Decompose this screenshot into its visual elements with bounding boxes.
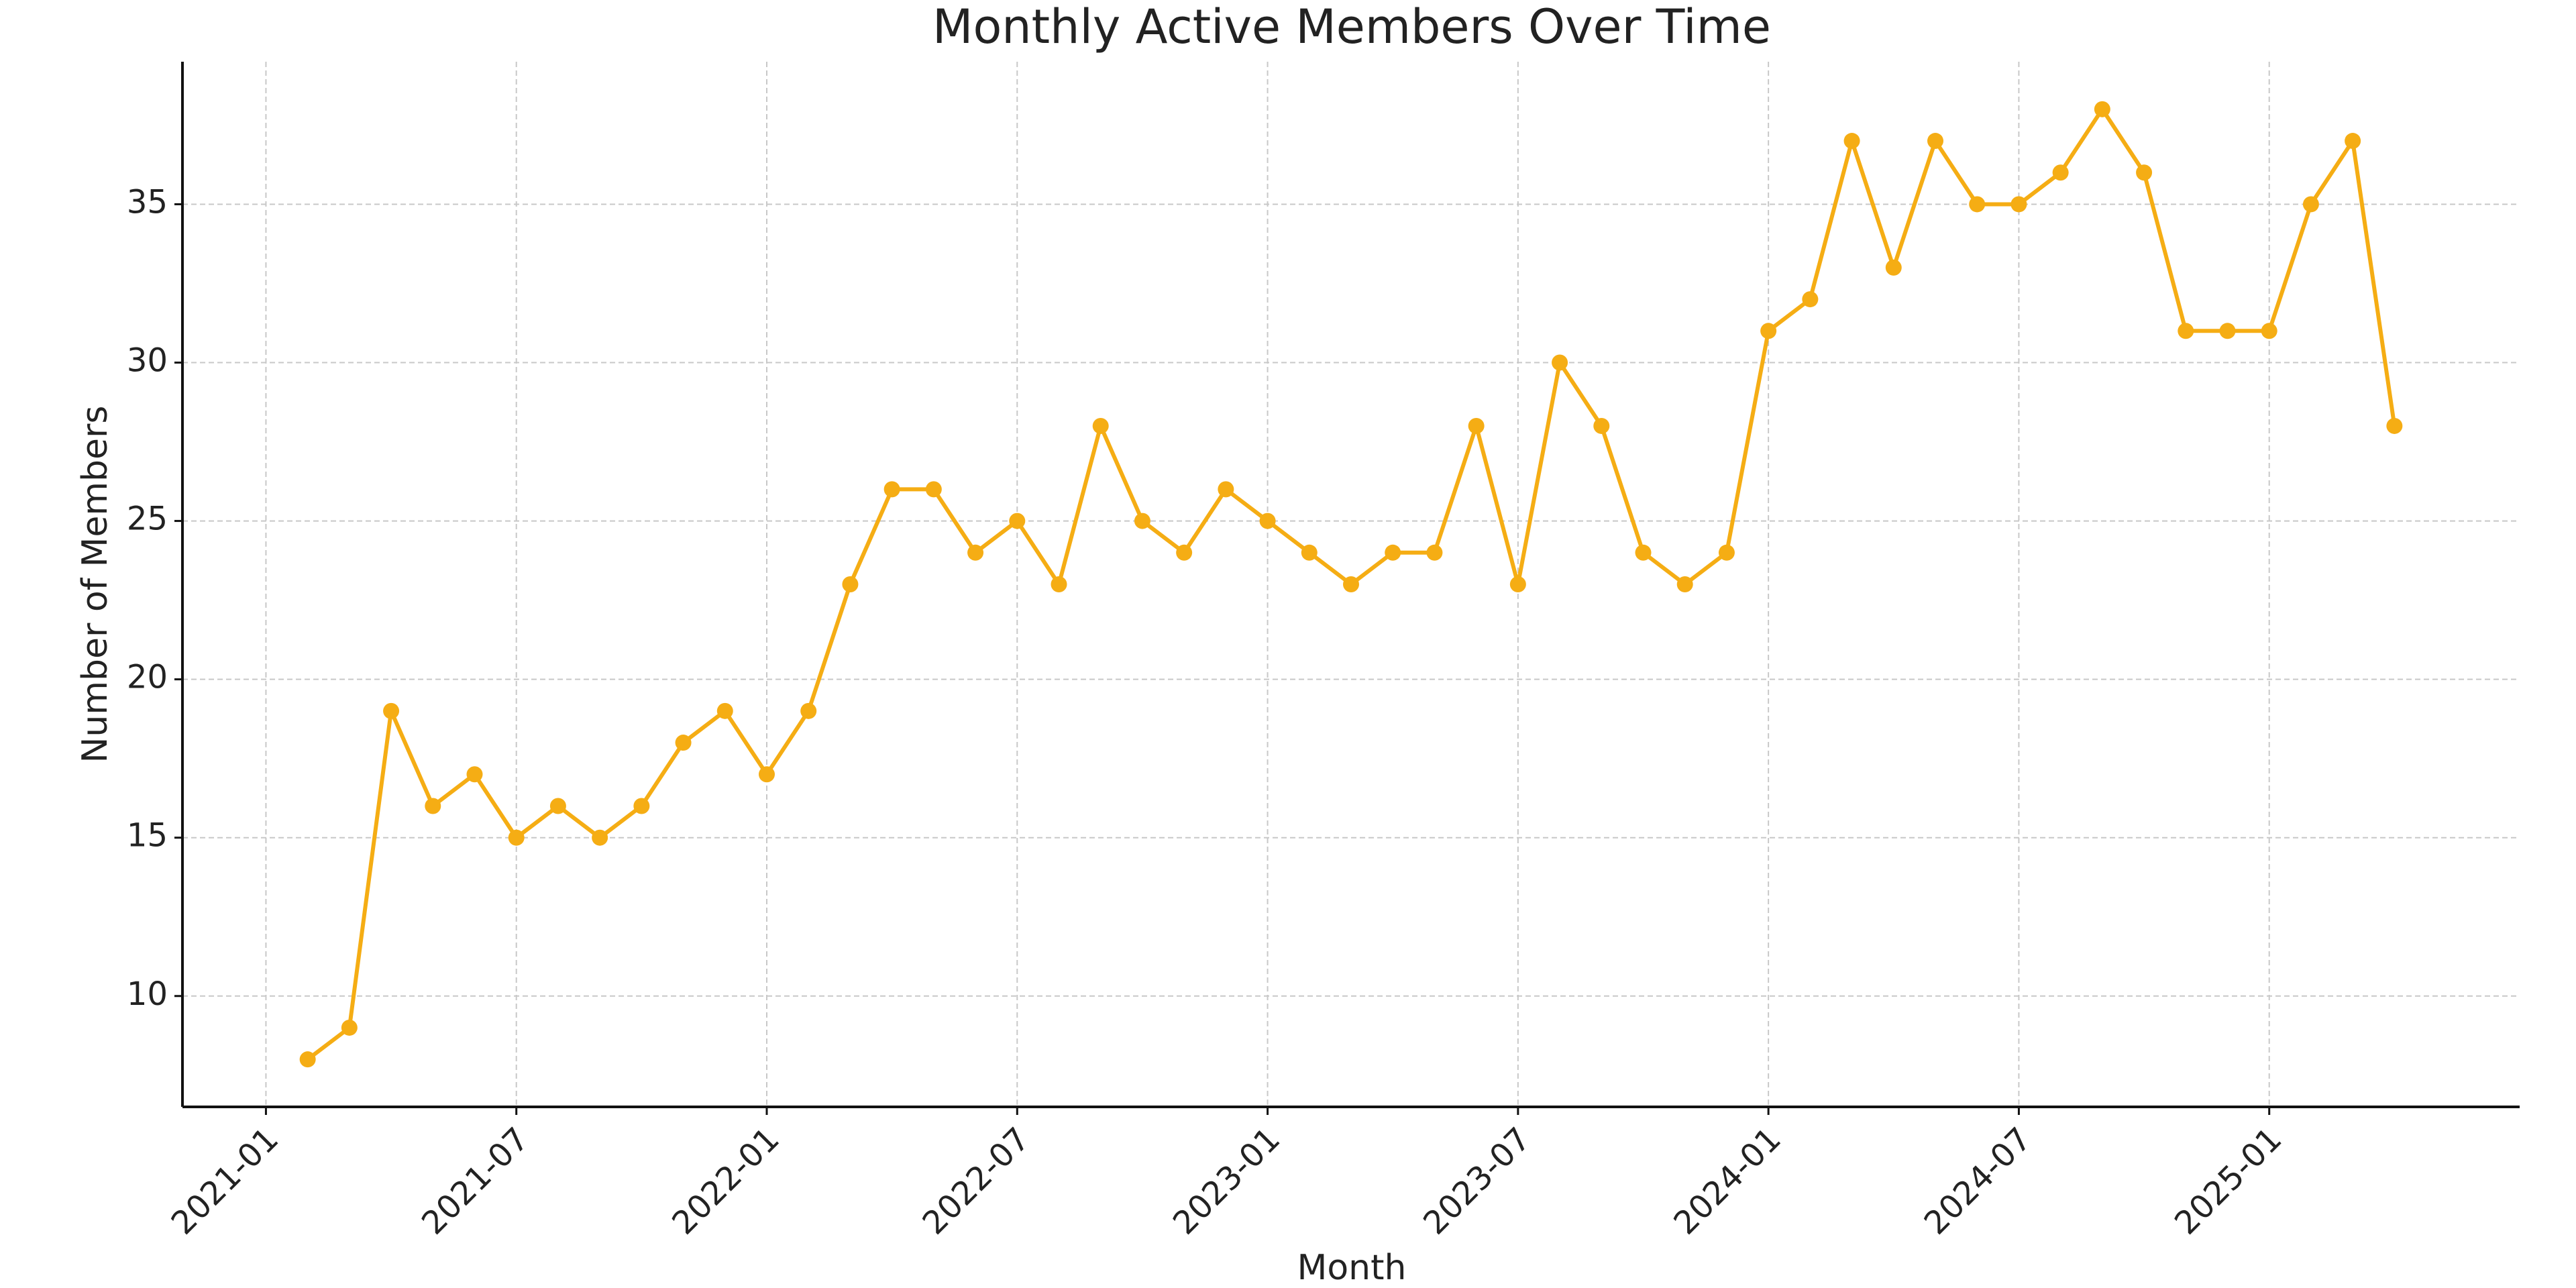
x-tick-label: 2022-07 bbox=[916, 1120, 1037, 1242]
point bbox=[1760, 323, 1777, 339]
point bbox=[1509, 576, 1526, 592]
x-tick-label: 2024-01 bbox=[1666, 1120, 1788, 1242]
point bbox=[1385, 544, 1401, 561]
point bbox=[883, 481, 900, 498]
point bbox=[549, 798, 566, 814]
point bbox=[633, 798, 650, 814]
point bbox=[2136, 164, 2153, 181]
y-tick-label: 10 bbox=[127, 975, 168, 1013]
point bbox=[2094, 101, 2110, 117]
point bbox=[1051, 576, 1067, 592]
point bbox=[759, 766, 775, 783]
point bbox=[2302, 196, 2319, 213]
point bbox=[341, 1019, 358, 1036]
point bbox=[1134, 513, 1150, 529]
y-tick-label: 20 bbox=[127, 659, 168, 696]
point bbox=[1468, 417, 1485, 434]
point bbox=[2052, 164, 2069, 181]
point bbox=[1259, 513, 1276, 529]
plot-area bbox=[299, 101, 2403, 1068]
point bbox=[1176, 544, 1193, 561]
x-tick-label: 2021-07 bbox=[415, 1120, 536, 1242]
point bbox=[1843, 133, 1860, 150]
point bbox=[2386, 417, 2403, 434]
point bbox=[1301, 544, 1318, 561]
x-tick-label: 2021-01 bbox=[164, 1120, 286, 1242]
y-tick-label: 15 bbox=[127, 817, 168, 855]
point bbox=[2178, 323, 2194, 339]
point bbox=[1009, 513, 1026, 529]
point bbox=[1676, 576, 1693, 592]
y-tick-label: 35 bbox=[127, 183, 168, 221]
point bbox=[800, 702, 817, 719]
point bbox=[508, 829, 525, 846]
point bbox=[1718, 544, 1735, 561]
point bbox=[592, 829, 608, 846]
point bbox=[1092, 417, 1109, 434]
y-tick-label: 25 bbox=[127, 500, 168, 538]
point bbox=[299, 1051, 316, 1068]
point bbox=[1635, 544, 1652, 561]
x-axis-label: Month bbox=[1297, 1248, 1407, 1288]
point bbox=[2261, 323, 2277, 339]
point bbox=[716, 702, 733, 719]
point bbox=[1969, 196, 1986, 213]
point bbox=[2219, 323, 2236, 339]
x-tick-label: 2024-07 bbox=[1917, 1120, 2039, 1242]
y-axis-label: Number of Members bbox=[75, 405, 115, 763]
point bbox=[1885, 259, 1902, 276]
x-tick-label: 2022-01 bbox=[665, 1120, 786, 1242]
x-tick-label: 2025-01 bbox=[2167, 1120, 2289, 1242]
point bbox=[466, 766, 483, 783]
point bbox=[1218, 481, 1234, 498]
point bbox=[1343, 576, 1359, 592]
point bbox=[2010, 196, 2027, 213]
point bbox=[842, 576, 859, 592]
point bbox=[967, 544, 984, 561]
point bbox=[1426, 544, 1443, 561]
chart-title: Monthly Active Members Over Time bbox=[932, 0, 1771, 54]
y-tick-label: 30 bbox=[127, 342, 168, 380]
point bbox=[675, 735, 692, 751]
x-tick-label: 2023-01 bbox=[1166, 1120, 1287, 1242]
point bbox=[425, 798, 441, 814]
point bbox=[2345, 133, 2361, 150]
point bbox=[1927, 133, 1943, 150]
x-tick-label: 2023-07 bbox=[1416, 1120, 1538, 1242]
point bbox=[1593, 417, 1610, 434]
point bbox=[1552, 354, 1568, 371]
point bbox=[383, 702, 400, 719]
point bbox=[1802, 291, 1819, 308]
point bbox=[925, 481, 942, 498]
